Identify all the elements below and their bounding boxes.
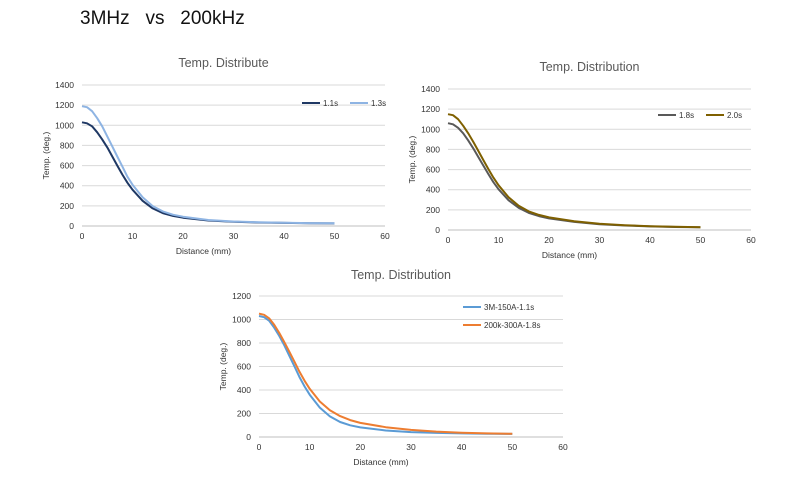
x-tick-label: 40	[279, 231, 289, 241]
series-line-200k-300a-1-8s	[258, 312, 513, 435]
chart-svg: Temp. Distribute020040060080010001200140…	[41, 56, 390, 256]
y-axis-label: Temp. (deg.)	[407, 135, 417, 183]
y-tick-label: 0	[69, 221, 74, 231]
legend-label-200k-300a-1-8s: 200k-300A-1.8s	[484, 321, 540, 330]
legend-label-2-0s: 2.0s	[727, 111, 742, 120]
x-tick-label: 30	[229, 231, 239, 241]
y-tick-label: 1200	[232, 291, 251, 301]
y-tick-label: 800	[237, 338, 251, 348]
y-tick-label: 400	[237, 385, 251, 395]
x-tick-label: 60	[380, 231, 390, 241]
y-tick-label: 1200	[421, 104, 440, 114]
y-tick-label: 200	[60, 201, 74, 211]
x-tick-label: 10	[305, 442, 315, 452]
series-line-1-3s	[81, 105, 335, 225]
x-tick-label: 20	[544, 235, 554, 245]
y-tick-label: 0	[246, 432, 251, 442]
y-tick-label: 0	[435, 225, 440, 235]
y-tick-label: 1000	[421, 124, 440, 134]
y-tick-label: 400	[60, 181, 74, 191]
chart-title: Temp. Distribute	[178, 56, 268, 70]
series-line-1-1s	[81, 121, 335, 225]
x-tick-label: 10	[494, 235, 504, 245]
y-tick-label: 800	[60, 140, 74, 150]
y-tick-label: 200	[426, 205, 440, 215]
chart-title: Temp. Distribution	[351, 268, 451, 282]
x-tick-label: 0	[257, 442, 262, 452]
series-line-1-8s	[447, 122, 701, 229]
page-title: 3MHz vs 200kHz	[80, 8, 245, 29]
y-tick-label: 1200	[55, 100, 74, 110]
y-tick-label: 400	[426, 185, 440, 195]
x-axis-label: Distance (mm)	[176, 246, 231, 256]
x-tick-label: 40	[645, 235, 655, 245]
x-tick-label: 30	[595, 235, 605, 245]
y-tick-label: 200	[237, 409, 251, 419]
x-tick-label: 30	[406, 442, 416, 452]
x-tick-label: 10	[128, 231, 138, 241]
series-line-2-0s	[447, 113, 701, 229]
x-tick-label: 60	[558, 442, 568, 452]
chart-title: Temp. Distribution	[539, 60, 639, 74]
legend-label-1-3s: 1.3s	[371, 99, 386, 108]
x-tick-label: 20	[178, 231, 188, 241]
chart-temp-distribution-1-8s-vs-2-0s: Temp. Distribution 0 200 400 600 800 1000 1200 1…	[397, 58, 767, 270]
y-tick-label: 800	[426, 144, 440, 154]
legend-label-3m-150a-1-1s: 3M-150A-1.1s	[484, 303, 534, 312]
y-tick-label: 1000	[232, 315, 251, 325]
x-axis-label: Distance (mm)	[542, 250, 597, 260]
y-tick-label: 600	[60, 161, 74, 171]
chart-svg: Temp. Distribution0200400600800100012001…	[407, 60, 756, 260]
y-axis-label: Temp. (deg.)	[41, 131, 51, 179]
x-tick-label: 50	[508, 442, 518, 452]
x-axis-label: Distance (mm)	[353, 457, 408, 467]
x-tick-label: 40	[457, 442, 467, 452]
x-tick-label: 60	[746, 235, 756, 245]
x-tick-label: 50	[330, 231, 340, 241]
y-axis-label: Temp. (deg.)	[218, 342, 228, 390]
y-tick-label: 1400	[421, 84, 440, 94]
legend-label-1-8s: 1.8s	[679, 111, 694, 120]
chart-svg: Temp. Distribution 0 200 400 600 800 1000 1200 0…	[218, 268, 568, 467]
y-tick-label: 600	[426, 165, 440, 175]
legend-label-1-1s: 1.1s	[323, 99, 338, 108]
x-tick-label: 50	[696, 235, 706, 245]
y-tick-label: 1000	[55, 120, 74, 130]
x-tick-label: 0	[80, 231, 85, 241]
x-tick-label: 20	[356, 442, 366, 452]
y-tick-label: 600	[237, 362, 251, 372]
x-tick-label: 0	[446, 235, 451, 245]
series-line-3m-150a-1-1s	[258, 315, 513, 435]
chart-temp-distribute-1-1s-vs-1-3s: Temp. Distribute 0 200 400 600 800 1000 1200 140…	[30, 54, 402, 264]
y-tick-label: 1400	[55, 80, 74, 90]
chart-temp-distribution-3m-vs-200k: Temp. Distribution 0 200 400 600 800 1000 1200 0…	[205, 266, 577, 480]
